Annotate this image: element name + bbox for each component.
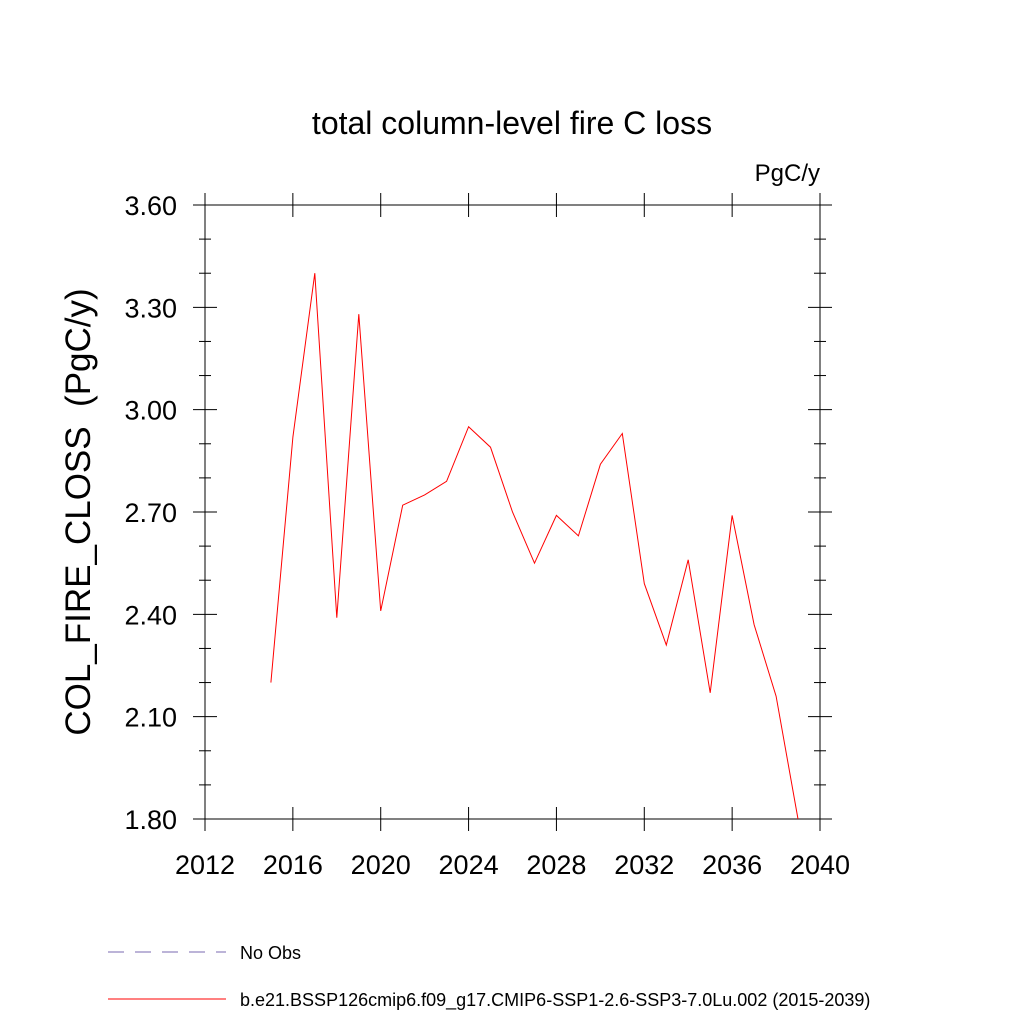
y-tick-labels: 1.80 2.10 2.40 2.70 3.00 3.30 3.60 [124, 191, 177, 835]
y-tick-label: 2.70 [124, 498, 177, 528]
legend-label-no-obs: No Obs [240, 943, 301, 963]
x-tick-label: 2024 [439, 850, 499, 880]
y-tick-label: 2.40 [124, 600, 177, 630]
x-tick-labels: 2012 2016 2020 2024 2028 2032 2036 2040 [175, 850, 850, 880]
y-tick-label: 3.30 [124, 293, 177, 323]
x-tick-label: 2016 [263, 850, 323, 880]
x-tick-label: 2036 [702, 850, 762, 880]
x-tick-label: 2040 [790, 850, 850, 880]
x-tick-label: 2028 [526, 850, 586, 880]
x-tick-label: 2020 [351, 850, 411, 880]
units-label: PgC/y [755, 160, 820, 187]
y-tick-label: 3.60 [124, 191, 177, 221]
y-tick-label: 3.00 [124, 396, 177, 426]
legend: No Obs b.e21.BSSP126cmip6.f09_g17.CMIP6-… [108, 943, 870, 1011]
plot-frame [204, 204, 821, 820]
y-axis-label: COL_FIRE_CLOSS (PgC/y) [59, 288, 98, 735]
x-tick-label: 2012 [175, 850, 235, 880]
y-tick-label: 2.10 [124, 703, 177, 733]
y-tick-label: 1.80 [124, 805, 177, 835]
x-tick-label: 2032 [614, 850, 674, 880]
series-line [270, 273, 799, 820]
chart-title: total column-level fire C loss [312, 105, 712, 141]
legend-label-series: b.e21.BSSP126cmip6.f09_g17.CMIP6-SSP1-2.… [240, 990, 870, 1011]
series-group [270, 273, 799, 820]
